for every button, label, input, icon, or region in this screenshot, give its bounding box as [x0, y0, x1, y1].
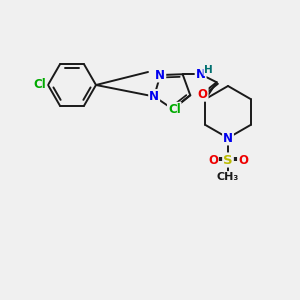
Text: O: O — [208, 154, 218, 166]
Text: CH₃: CH₃ — [217, 172, 239, 182]
Text: N: N — [149, 90, 159, 103]
Text: O: O — [198, 88, 208, 101]
Text: N: N — [155, 68, 165, 82]
Text: N: N — [223, 131, 233, 145]
Text: H: H — [204, 65, 213, 75]
Text: O: O — [238, 154, 248, 166]
Text: Cl: Cl — [168, 103, 181, 116]
Text: S: S — [223, 154, 233, 166]
Text: Cl: Cl — [34, 79, 46, 92]
Text: N: N — [196, 68, 206, 81]
